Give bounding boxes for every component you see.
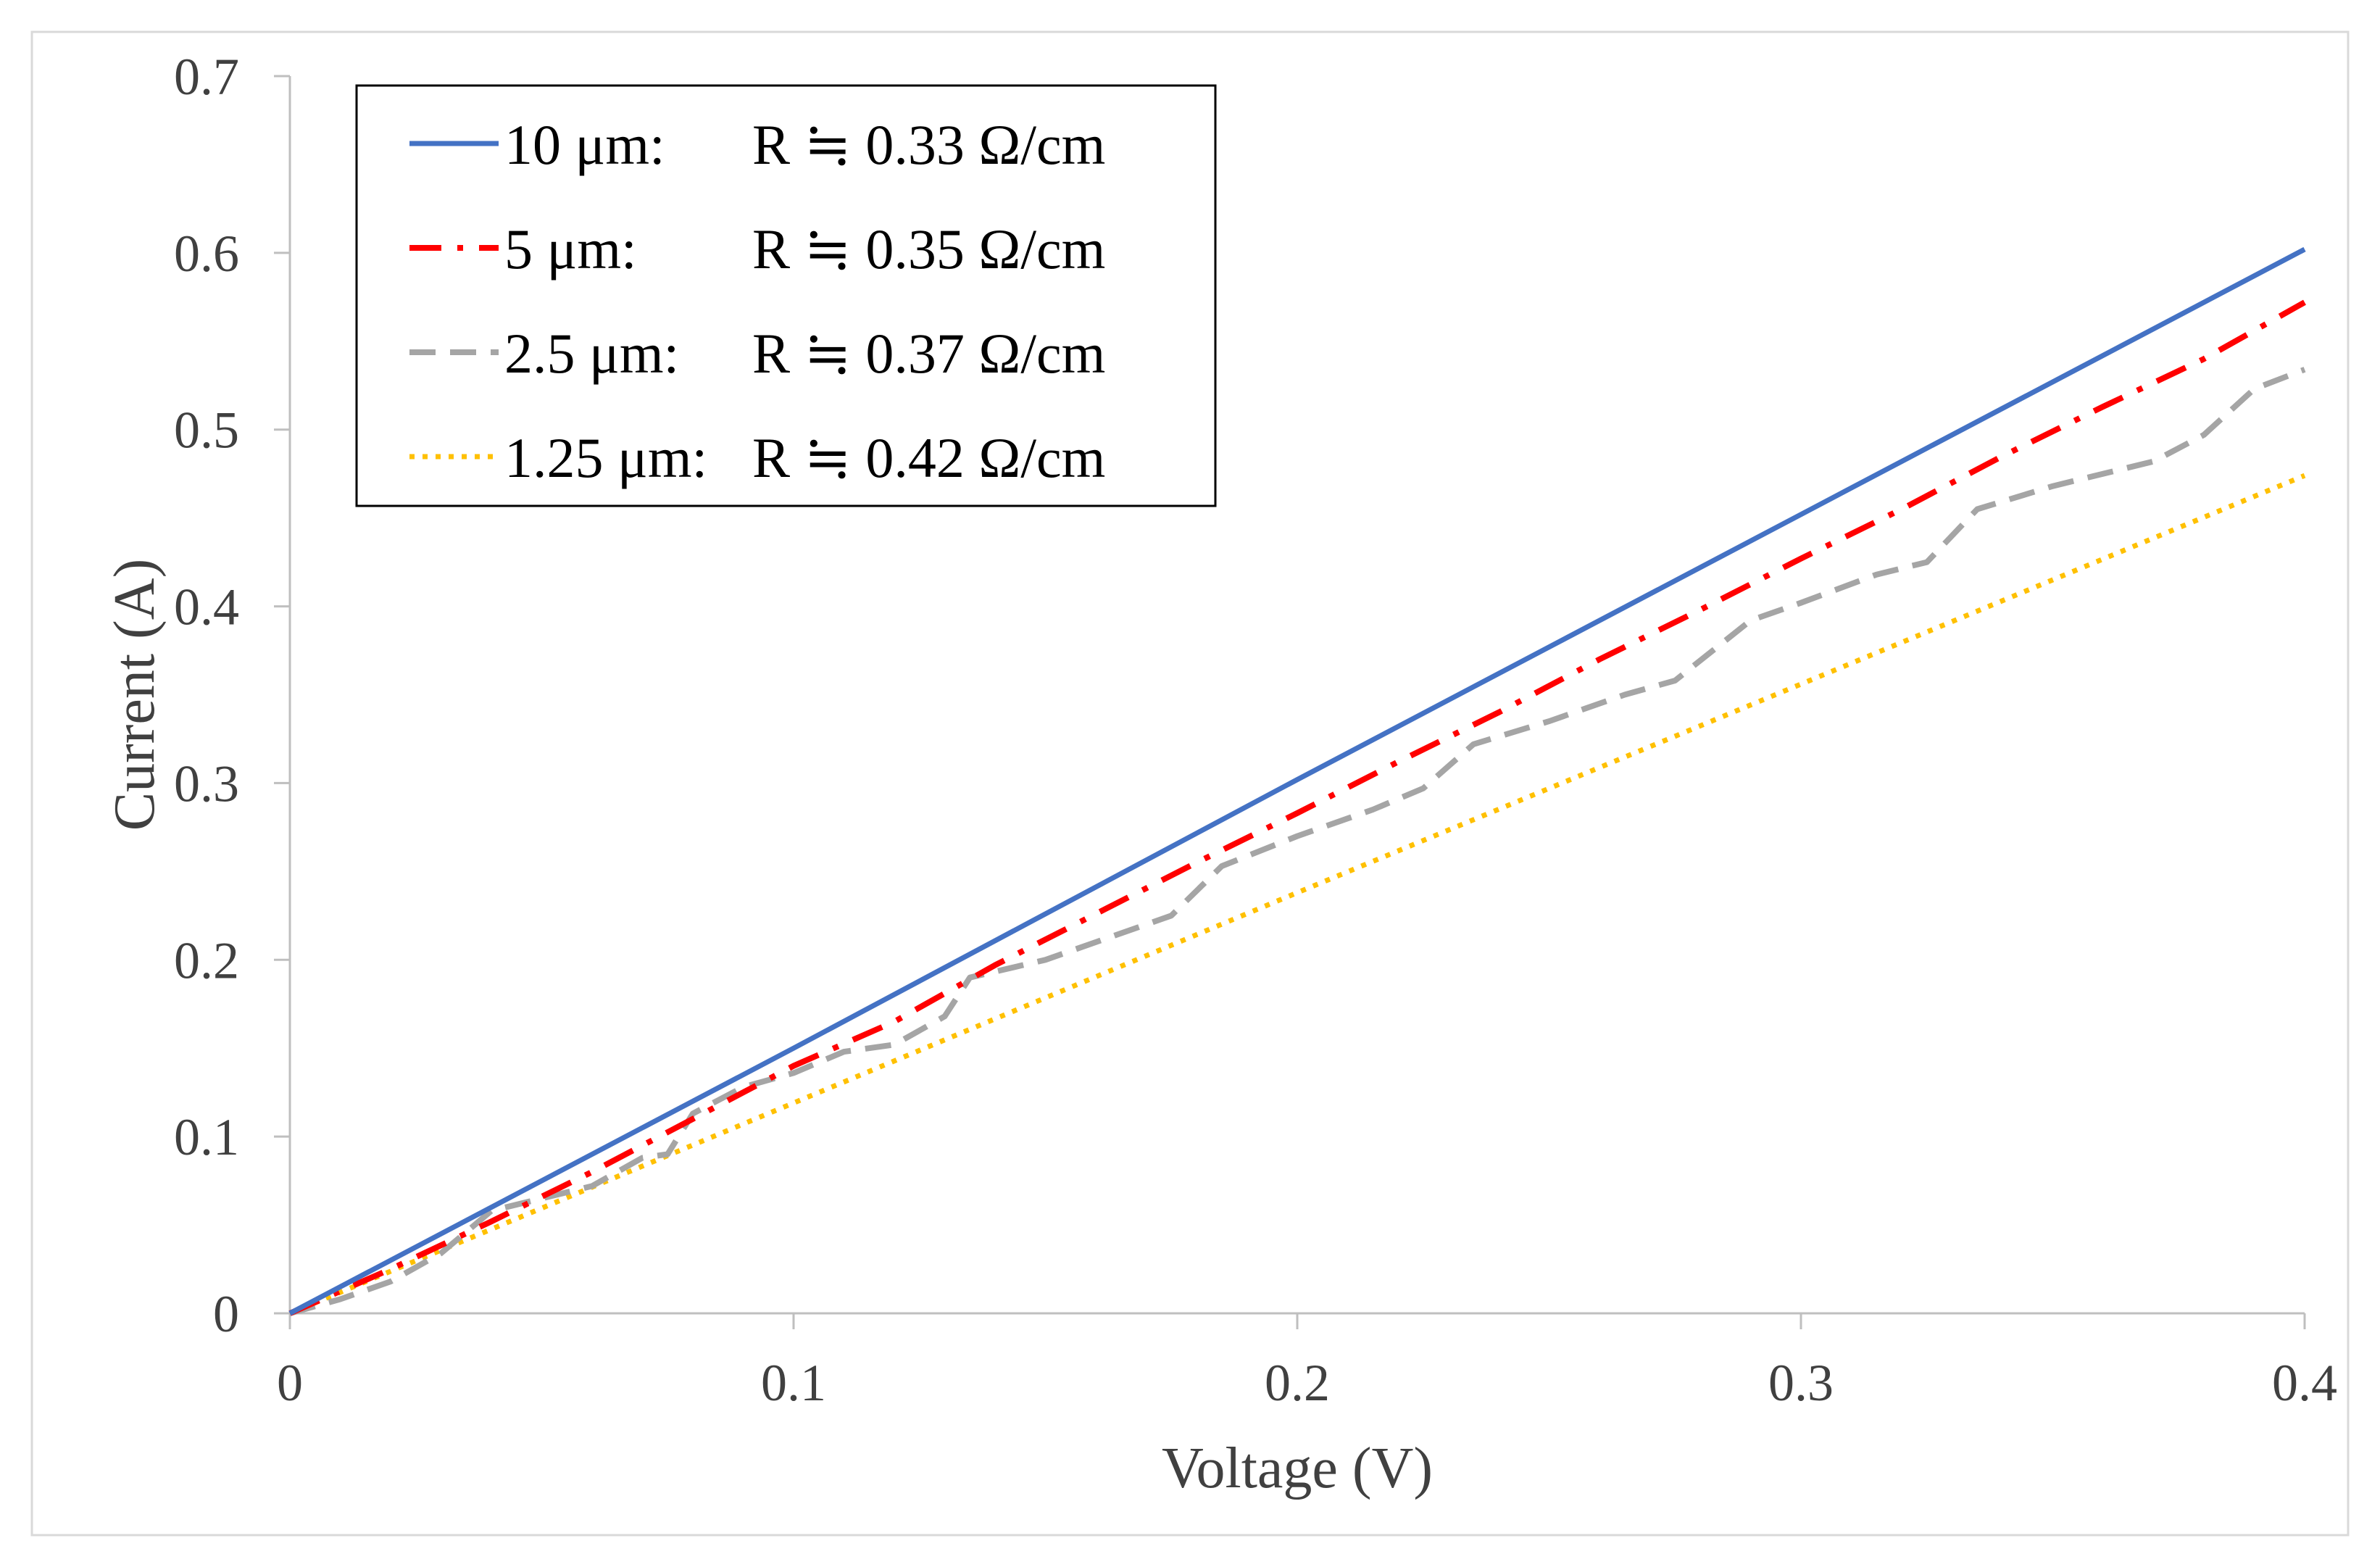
x-tick-label: 0.1 <box>761 1354 826 1412</box>
legend-series-name: 10 μm: <box>504 113 665 176</box>
legend-box <box>355 84 1217 507</box>
legend-resistance-label: R ≒ 0.37 Ω/cm <box>752 322 1105 385</box>
legend-resistance-label: R ≒ 0.42 Ω/cm <box>752 426 1105 489</box>
x-tick-label: 0 <box>277 1354 303 1412</box>
legend-resistance-label: R ≒ 0.35 Ω/cm <box>752 217 1105 280</box>
x-tick-label: 0.3 <box>1768 1354 1834 1412</box>
x-tick-label: 0.2 <box>1265 1354 1330 1412</box>
y-tick-label: 0 <box>213 1285 239 1343</box>
y-tick-label: 0.6 <box>174 225 239 283</box>
y-tick-label: 0.4 <box>174 578 239 636</box>
legend-series-name: 5 μm: <box>504 217 637 280</box>
series-line-1 <box>288 246 2306 1316</box>
axes: 0 0.1 0.2 0.3 0.4 0.5 0.6 0.7 0 0.1 0.2 0.3 0.4 <box>174 48 2337 1412</box>
legend-series-name: 2.5 μm: <box>504 322 679 385</box>
y-tick-label: 0.7 <box>174 48 239 106</box>
x-axis-title: Voltage (V) <box>1162 1437 1433 1500</box>
legend-series-name: 1.25 μm: <box>504 426 707 489</box>
x-tick-label: 0.4 <box>2272 1354 2337 1412</box>
y-tick-label: 0.5 <box>174 402 239 460</box>
series-line-3 <box>288 367 2306 1316</box>
series-line-2 <box>288 299 2306 1316</box>
plot-area <box>288 246 2306 1316</box>
y-tick-label: 0.3 <box>174 755 239 812</box>
chart-frame <box>30 30 2350 1537</box>
legend-resistance-label: R ≒ 0.33 Ω/cm <box>752 113 1105 176</box>
legend: 10 μm: R ≒ 0.33 Ω/cm 5 μm: R ≒ 0.35 Ω/cm 2.5… <box>355 84 1217 507</box>
y-tick-label: 0.1 <box>174 1108 239 1166</box>
y-tick-label: 0.2 <box>174 931 239 989</box>
y-axis-title: Current (A) <box>103 559 167 831</box>
